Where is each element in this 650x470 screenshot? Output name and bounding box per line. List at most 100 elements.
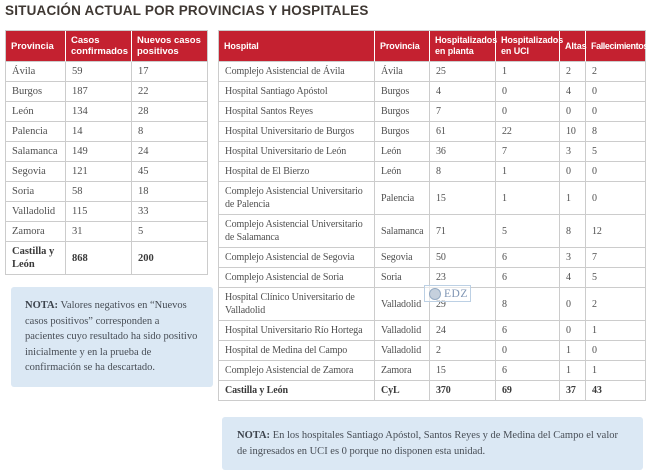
table-cell: Castilla y León — [219, 381, 375, 401]
table-cell: 7 — [586, 248, 646, 268]
table-row: Segovia 121 45 — [6, 162, 208, 182]
table-cell: 6 — [496, 321, 560, 341]
table-cell: Valladolid — [375, 341, 430, 361]
table-cell: 8 — [586, 122, 646, 142]
table-cell: Salamanca — [375, 215, 430, 248]
table-cell: 2 — [586, 288, 646, 321]
table-cell: 1 — [560, 361, 586, 381]
table-cell: 0 — [586, 162, 646, 182]
table-cell: 1 — [496, 182, 560, 215]
table-cell: Palencia — [6, 122, 66, 142]
page-title: SITUACIÓN ACTUAL POR PROVINCIAS Y HOSPIT… — [5, 3, 369, 18]
table-cell: Hospital Santiago Apóstol — [219, 82, 375, 102]
table-cell: 2 — [430, 341, 496, 361]
table-cell: 3 — [560, 142, 586, 162]
table-cell: 2 — [560, 62, 586, 82]
note-label: NOTA: — [237, 430, 271, 441]
hospitals-section: Hospital Provincia Hospitalizados en plant… — [218, 30, 648, 470]
table-cell: Valladolid — [6, 202, 66, 222]
table-row: Valladolid 115 33 — [6, 202, 208, 222]
provinces-note-text: NOTA: Valores negativos en “Nuevos casos… — [25, 298, 199, 376]
provinces-note: NOTA: Valores negativos en “Nuevos casos… — [11, 287, 213, 387]
table-row: Hospital Clínico Universitario de Vallad… — [219, 288, 646, 321]
table-cell: Hospital Universitario de Burgos — [219, 122, 375, 142]
table-cell: 15 — [430, 182, 496, 215]
table-cell: 31 — [66, 222, 132, 242]
table-cell: 6 — [496, 361, 560, 381]
table-cell: Soria — [375, 268, 430, 288]
table-row: Hospital Universitario Río Hortega Vallad… — [219, 321, 646, 341]
table-row: Complejo Asistencial de Zamora Zamora 15 6 1… — [219, 361, 646, 381]
table-row: Complejo Asistencial Universitario de Sa… — [219, 215, 646, 248]
table-cell: Complejo Asistencial de Segovia — [219, 248, 375, 268]
table-cell: 6 — [496, 248, 560, 268]
table-cell: 1 — [586, 361, 646, 381]
table-row: Hospital de Medina del Campo Valladolid 2 0… — [219, 341, 646, 361]
edz-logo-circle-icon — [429, 287, 441, 300]
table-cell: 0 — [496, 82, 560, 102]
table-cell: 187 — [66, 82, 132, 102]
table-cell: 22 — [496, 122, 560, 142]
table-cell: Burgos — [375, 102, 430, 122]
table-row: Palencia 14 8 — [6, 122, 208, 142]
table-cell: 24 — [430, 321, 496, 341]
table-cell: 1 — [586, 321, 646, 341]
provinces-section: Provincia Casos confirmados Nuevos casos p… — [5, 30, 213, 387]
table-cell: 61 — [430, 122, 496, 142]
table-cell: Hospital Clínico Universitario de Vallad… — [219, 288, 375, 321]
table-cell: 5 — [586, 142, 646, 162]
column-header: Provincia — [6, 31, 66, 62]
table-cell: 5 — [586, 268, 646, 288]
table-cell: 121 — [66, 162, 132, 182]
table-cell: Segovia — [6, 162, 66, 182]
note-body: Valores negativos en “Nuevos casos posit… — [25, 300, 198, 373]
table-cell: 6 — [496, 268, 560, 288]
provinces-table: Provincia Casos confirmados Nuevos casos p… — [5, 30, 208, 275]
table-cell: 12 — [586, 215, 646, 248]
table-cell: 71 — [430, 215, 496, 248]
table-cell: Ávila — [6, 62, 66, 82]
table-cell: Hospital Santos Reyes — [219, 102, 375, 122]
table-cell: Soria — [6, 182, 66, 202]
table-cell: 0 — [560, 102, 586, 122]
table-cell: 868 — [66, 242, 132, 275]
edz-watermark: EDZ — [424, 285, 471, 302]
table-cell: 4 — [560, 268, 586, 288]
hospitals-note: NOTA: En los hospitales Santiago Apóstol… — [222, 417, 643, 470]
table-row: Salamanca 149 24 — [6, 142, 208, 162]
table-row: Hospital Universitario de León León 36 7 3 5 — [219, 142, 646, 162]
table-cell: León — [375, 162, 430, 182]
table-cell: León — [375, 142, 430, 162]
table-cell: 2 — [586, 62, 646, 82]
table-cell: 22 — [132, 82, 208, 102]
column-header: Hospitalizados en planta — [430, 31, 497, 62]
table-cell: 8 — [496, 288, 560, 321]
table-cell: 1 — [560, 182, 586, 215]
table-cell: 10 — [560, 122, 586, 142]
table-row: Ávila 59 17 — [6, 62, 208, 82]
table-total-row: Castilla y León CyL 370 69 37 43 — [219, 381, 646, 401]
column-header: Nuevos casos positivos — [132, 31, 208, 62]
table-cell: Burgos — [6, 82, 66, 102]
table-cell: Burgos — [375, 122, 430, 142]
table-cell: Complejo Asistencial Universitario de Pa… — [219, 182, 375, 215]
table-row: Burgos 187 22 — [6, 82, 208, 102]
table-cell: 36 — [430, 142, 496, 162]
column-header: Provincia — [375, 31, 430, 62]
table-cell: 149 — [66, 142, 132, 162]
table-cell: 1 — [496, 162, 560, 182]
header-row: Hospital Provincia Hospitalizados en plant… — [219, 31, 648, 62]
table-cell: 25 — [430, 62, 496, 82]
table-cell: 134 — [66, 102, 132, 122]
table-cell: Complejo Asistencial de Zamora — [219, 361, 375, 381]
table-cell: 14 — [66, 122, 132, 142]
table-cell: 8 — [560, 215, 586, 248]
table-cell: Zamora — [6, 222, 66, 242]
table-cell: Valladolid — [375, 288, 430, 321]
table-cell: 37 — [560, 381, 586, 401]
table-cell: 1 — [560, 341, 586, 361]
table-cell: 69 — [496, 381, 560, 401]
table-cell: 58 — [66, 182, 132, 202]
table-cell: 15 — [430, 361, 496, 381]
table-cell: 4 — [430, 82, 496, 102]
